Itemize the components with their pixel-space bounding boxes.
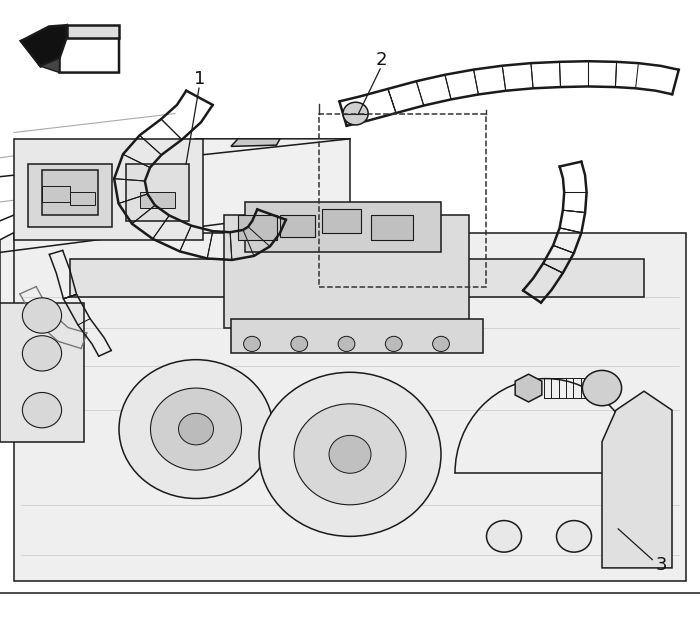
Text: 3: 3 (656, 556, 667, 574)
Polygon shape (231, 139, 280, 146)
Text: 1: 1 (194, 70, 205, 88)
Text: 2: 2 (376, 51, 387, 69)
Circle shape (178, 413, 214, 445)
Circle shape (338, 336, 355, 351)
Bar (371, 215, 413, 240)
Circle shape (294, 404, 406, 505)
Bar (140, 192, 175, 208)
Circle shape (244, 336, 260, 351)
Bar (280, 215, 315, 237)
Circle shape (343, 102, 368, 125)
Bar (14, 139, 203, 240)
Bar (231, 319, 483, 353)
Polygon shape (602, 391, 672, 568)
Circle shape (582, 370, 622, 406)
Polygon shape (0, 139, 350, 316)
Circle shape (22, 298, 62, 333)
Bar (318, 114, 486, 287)
Bar (245, 202, 441, 252)
Bar (0, 303, 84, 442)
Polygon shape (21, 25, 119, 73)
Bar (224, 215, 469, 328)
Bar (42, 186, 70, 202)
Bar (322, 209, 360, 233)
Circle shape (556, 521, 592, 552)
Bar (42, 170, 98, 215)
Circle shape (259, 372, 441, 536)
Circle shape (433, 336, 449, 351)
Polygon shape (66, 25, 119, 38)
Polygon shape (41, 58, 60, 73)
Circle shape (22, 392, 62, 428)
Bar (14, 233, 686, 581)
Polygon shape (21, 25, 66, 66)
Circle shape (119, 360, 273, 498)
Circle shape (291, 336, 307, 351)
Circle shape (22, 336, 62, 371)
Circle shape (486, 521, 522, 552)
Bar (70, 192, 94, 205)
Circle shape (329, 435, 371, 473)
Bar (28, 164, 112, 227)
Polygon shape (515, 374, 542, 402)
Circle shape (385, 336, 402, 351)
Bar (126, 164, 189, 221)
Bar (238, 215, 276, 240)
Bar (70, 259, 644, 297)
Circle shape (150, 388, 242, 470)
